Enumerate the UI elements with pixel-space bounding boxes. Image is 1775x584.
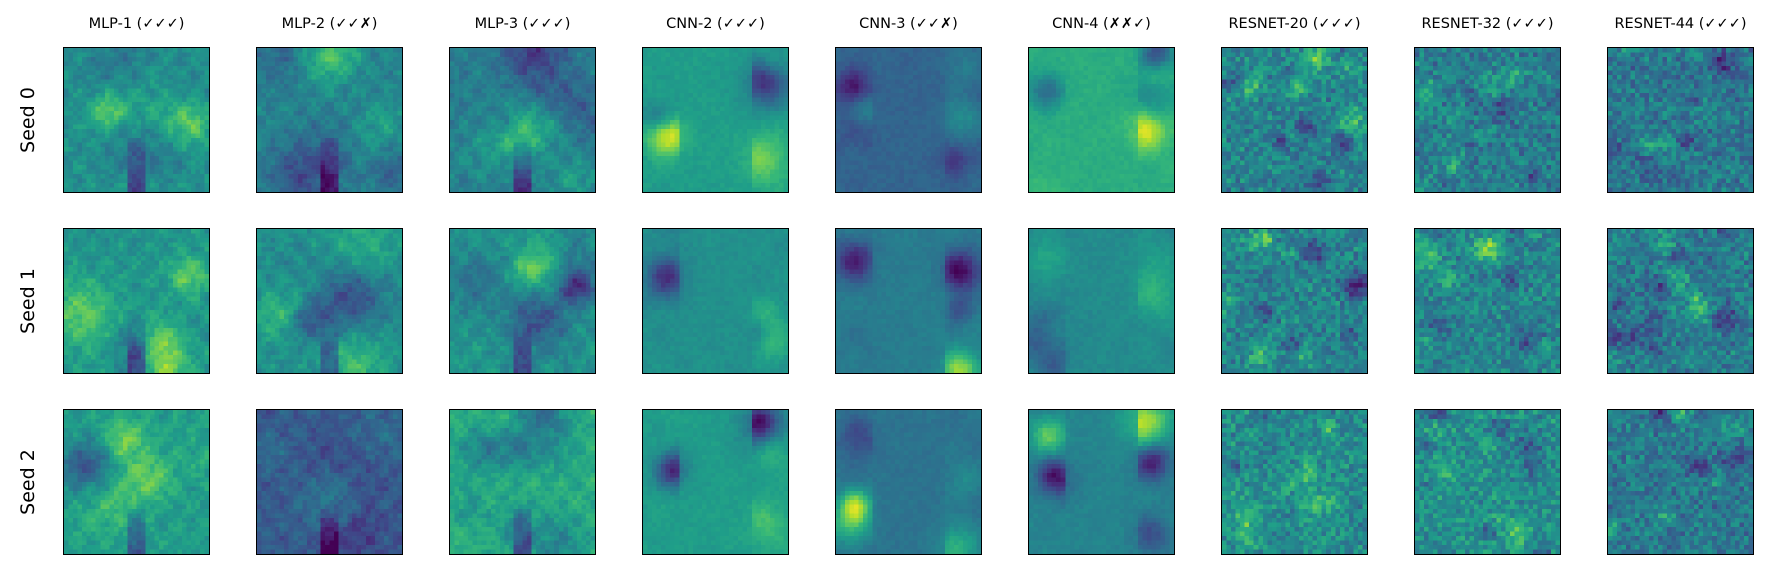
column-title: RESNET-32 (✓✓✓) <box>1398 16 1578 32</box>
column-title: CNN-3 (✓✓✗) <box>819 16 999 32</box>
heatmap-panel <box>642 47 789 193</box>
heatmap-panel <box>1414 47 1561 193</box>
heatmap-panel <box>449 409 596 555</box>
heatmap-panel <box>1414 228 1561 374</box>
column-title: MLP-3 (✓✓✓) <box>433 16 613 32</box>
heatmap-image <box>1029 410 1174 554</box>
heatmap-panel <box>1221 228 1368 374</box>
heatmap-image <box>643 48 788 192</box>
heatmap-image <box>1222 229 1367 373</box>
heatmap-image <box>836 410 981 554</box>
heatmap-panel <box>449 228 596 374</box>
heatmap-image <box>64 229 209 373</box>
heatmap-image <box>836 48 981 192</box>
heatmap-panel <box>63 47 210 193</box>
column-title: CNN-4 (✗✗✓) <box>1012 16 1192 32</box>
column-title: MLP-1 (✓✓✓) <box>47 16 227 32</box>
heatmap-image <box>1029 48 1174 192</box>
heatmap-image <box>1608 48 1753 192</box>
heatmap-image <box>643 410 788 554</box>
heatmap-image <box>450 410 595 554</box>
heatmap-panel <box>256 47 403 193</box>
heatmap-image <box>450 48 595 192</box>
heatmap-panel <box>256 409 403 555</box>
heatmap-panel <box>1221 409 1368 555</box>
column-title: CNN-2 (✓✓✓) <box>626 16 806 32</box>
heatmap-image <box>1029 229 1174 373</box>
heatmap-image <box>257 410 402 554</box>
heatmap-image <box>643 229 788 373</box>
heatmap-panel <box>835 47 982 193</box>
heatmap-panel <box>63 228 210 374</box>
heatmap-panel <box>1607 47 1754 193</box>
heatmap-image <box>64 48 209 192</box>
column-title: RESNET-20 (✓✓✓) <box>1205 16 1385 32</box>
heatmap-panel <box>835 409 982 555</box>
heatmap-panel <box>835 228 982 374</box>
heatmap-image <box>1415 48 1560 192</box>
heatmap-panel <box>1028 47 1175 193</box>
row-label: Seed 2 <box>17 422 39 542</box>
heatmap-image <box>450 229 595 373</box>
heatmap-image <box>1608 229 1753 373</box>
heatmap-image <box>1222 48 1367 192</box>
column-title: MLP-2 (✓✓✗) <box>240 16 420 32</box>
heatmap-panel <box>1028 409 1175 555</box>
heatmap-panel <box>1607 409 1754 555</box>
row-label: Seed 0 <box>17 60 39 180</box>
heatmap-panel <box>1028 228 1175 374</box>
heatmap-image <box>257 48 402 192</box>
heatmap-panel <box>256 228 403 374</box>
heatmap-panel <box>1414 409 1561 555</box>
heatmap-image <box>1222 410 1367 554</box>
heatmap-panel <box>449 47 596 193</box>
heatmap-image <box>1608 410 1753 554</box>
heatmap-image <box>1415 410 1560 554</box>
heatmap-panel <box>642 409 789 555</box>
row-label: Seed 1 <box>17 241 39 361</box>
heatmap-panel <box>642 228 789 374</box>
column-title: RESNET-44 (✓✓✓) <box>1591 16 1771 32</box>
heatmap-image <box>836 229 981 373</box>
heatmap-panel <box>63 409 210 555</box>
heatmap-image <box>64 410 209 554</box>
heatmap-panel <box>1607 228 1754 374</box>
heatmap-image <box>257 229 402 373</box>
heatmap-image <box>1415 229 1560 373</box>
heatmap-panel <box>1221 47 1368 193</box>
